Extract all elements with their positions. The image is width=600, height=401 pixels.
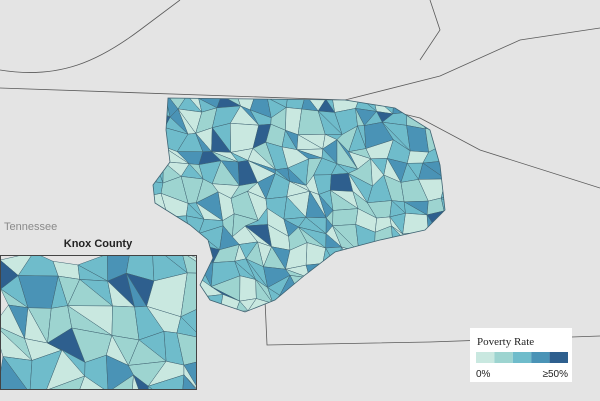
area <box>176 332 196 366</box>
legend-swatch <box>531 352 550 363</box>
inset-title: Knox County <box>64 238 133 250</box>
area <box>182 256 196 274</box>
area <box>132 374 139 389</box>
legend-max: ≥50% <box>542 369 568 380</box>
area <box>112 374 134 389</box>
area <box>84 354 109 389</box>
legend-min: 0% <box>476 369 491 380</box>
legend-swatch <box>494 352 513 363</box>
area <box>79 375 105 389</box>
state-label: Tennessee <box>4 221 57 233</box>
legend-swatch <box>476 352 495 363</box>
area <box>49 375 86 389</box>
inset <box>1 256 196 389</box>
area <box>332 208 359 227</box>
region-outline <box>152 97 446 313</box>
legend-title: Poverty Rate <box>477 336 534 348</box>
legend-swatch <box>549 352 568 363</box>
area <box>239 275 257 302</box>
inset-frame <box>0 255 197 390</box>
area <box>182 374 196 389</box>
legend-swatches <box>476 352 568 363</box>
area <box>147 374 185 389</box>
area <box>132 374 149 389</box>
area <box>29 349 63 389</box>
legend-swatch <box>512 352 532 363</box>
area <box>147 385 153 389</box>
area <box>1 355 28 389</box>
area <box>180 272 196 318</box>
area <box>440 197 445 214</box>
